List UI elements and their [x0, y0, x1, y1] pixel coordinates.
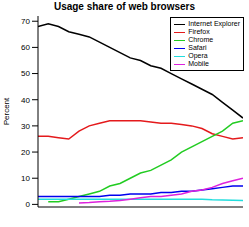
html-text:Safari: Safari — [188, 44, 207, 51]
svg-text:30: 30 — [21, 122, 30, 131]
svg-text:Percent: Percent — [8, 97, 11, 125]
svg-text:0: 0 — [26, 200, 31, 209]
html-text:Opera: Opera — [188, 52, 208, 59]
html-text:Mobile: Mobile — [188, 60, 209, 67]
html-text:Internet Explorer: Internet Explorer — [188, 20, 240, 27]
html-text:Usage share of web browsers: Usage share of web browsers — [53, 1, 196, 12]
svg-text:20: 20 — [21, 148, 30, 157]
svg-text:60: 60 — [21, 43, 30, 52]
svg-text:70: 70 — [21, 17, 30, 26]
svg-text:50: 50 — [21, 69, 30, 78]
svg-text:40: 40 — [21, 96, 30, 105]
svg-text:10: 10 — [21, 174, 30, 183]
html-text:Chrome: Chrome — [188, 36, 214, 43]
html-text:Firefox: Firefox — [188, 28, 210, 35]
